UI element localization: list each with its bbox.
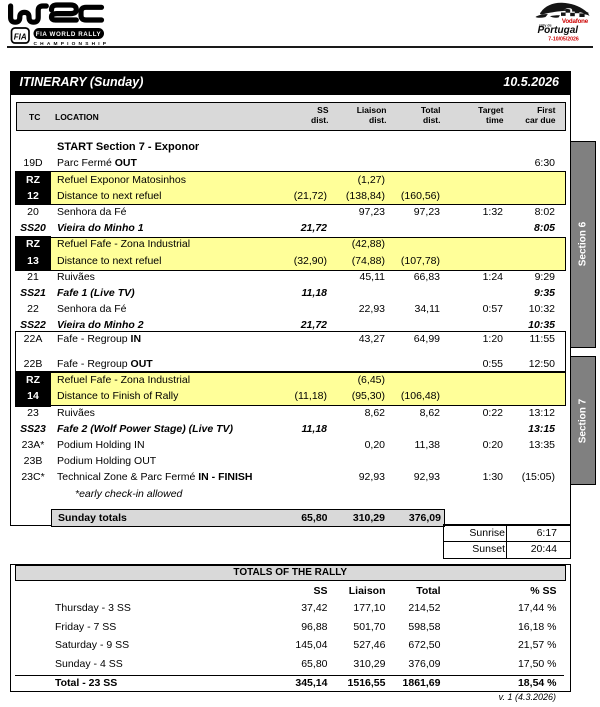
- svg-text:CHAMPIONSHIP: CHAMPIONSHIP: [34, 41, 110, 47]
- svg-text:rally de: rally de: [539, 23, 552, 27]
- svg-text:FIA: FIA: [14, 32, 27, 41]
- svg-text:FIA WORLD RALLY: FIA WORLD RALLY: [36, 31, 102, 38]
- svg-text:7-10/05/2026: 7-10/05/2026: [548, 36, 579, 42]
- svg-text:Vodafone: Vodafone: [562, 18, 589, 25]
- svg-text:Portugal: Portugal: [538, 25, 579, 36]
